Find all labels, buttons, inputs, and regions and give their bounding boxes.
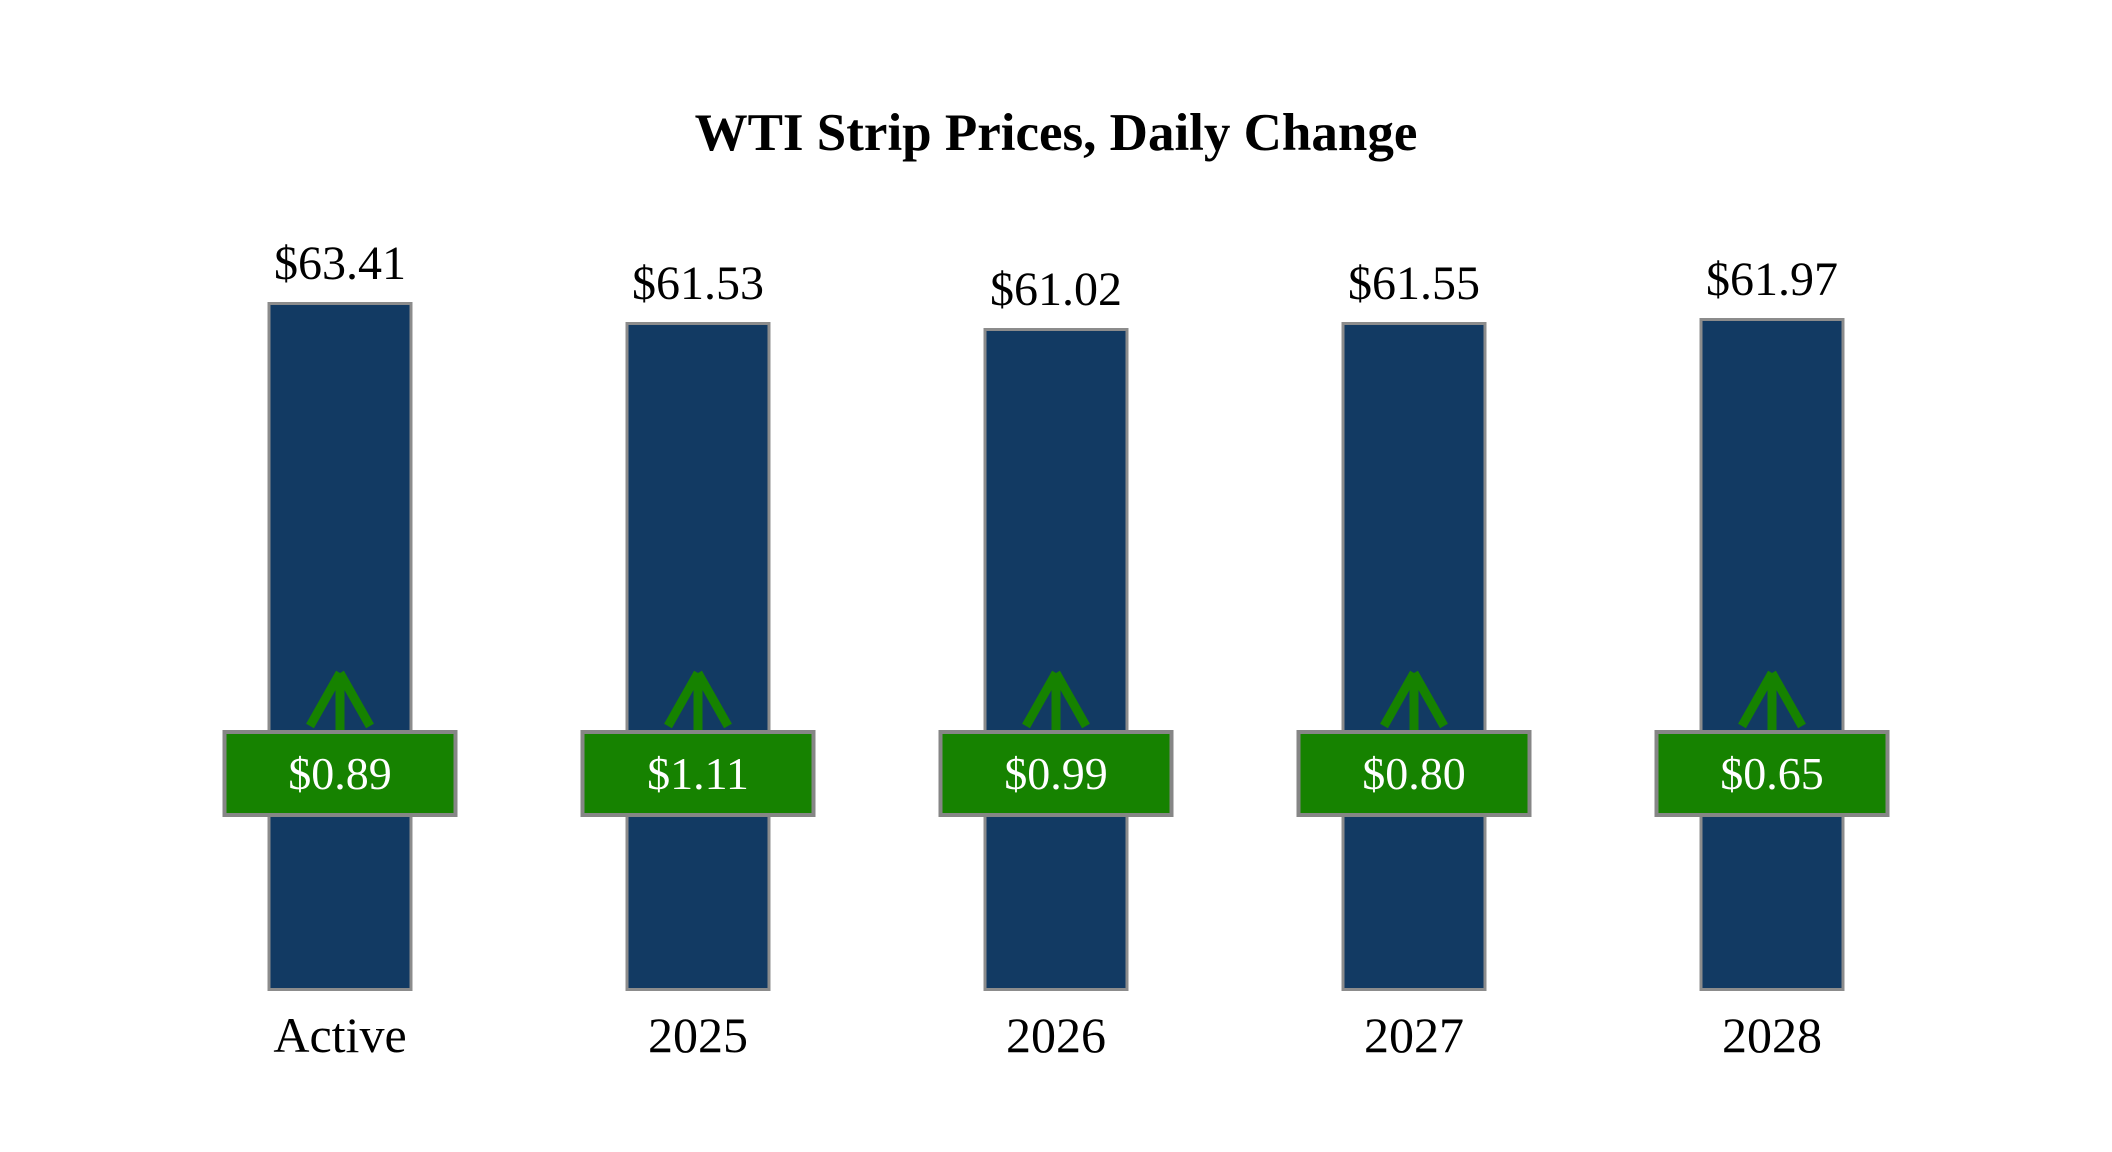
daily-change-value: $0.99 [1004, 748, 1108, 799]
daily-change-badge: $0.99 [938, 730, 1174, 817]
category-label: 2027 [1364, 1007, 1464, 1063]
category-label: 2026 [1006, 1007, 1106, 1063]
price-bar [625, 322, 771, 991]
daily-change-badge: $0.65 [1654, 730, 1890, 817]
bar-column: $61.97 $0.65 2028 [1593, 240, 1951, 1120]
price-bar [1699, 317, 1845, 991]
price-bar [267, 302, 413, 991]
category-label: 2028 [1722, 1007, 1822, 1063]
bar-column: $63.41 $0.89 Active [161, 237, 519, 1120]
daily-change-value: $0.89 [288, 748, 392, 799]
daily-change-badge: $0.80 [1296, 730, 1532, 817]
up-arrow-icon [1736, 668, 1808, 730]
price-bar [1341, 322, 1487, 991]
price-label: $63.41 [274, 237, 406, 290]
price-bar [983, 327, 1129, 991]
category-label: Active [273, 1007, 407, 1063]
daily-change-badge: $1.11 [580, 730, 816, 817]
chart-title: WTI Strip Prices, Daily Change [694, 104, 1418, 162]
bar-column: $61.55 $0.80 2027 [1235, 240, 1593, 1120]
daily-change-value: $0.80 [1362, 748, 1466, 799]
up-arrow-icon [662, 668, 734, 730]
up-arrow-icon [1020, 668, 1092, 730]
price-label: $61.02 [990, 262, 1122, 316]
daily-change-badge: $0.89 [222, 730, 458, 817]
price-label: $61.97 [1706, 252, 1838, 306]
bar-column: $61.53 $1.11 2025 [519, 240, 877, 1120]
price-label: $61.53 [632, 257, 764, 311]
chart-area: $63.41 $0.89 Active $61.53 $1.11 2025 $61.02 $0… [161, 237, 1951, 1120]
daily-change-value: $0.65 [1720, 748, 1824, 799]
up-arrow-icon [304, 668, 376, 730]
category-label: 2025 [648, 1007, 748, 1063]
bar-column: $61.02 $0.99 2026 [877, 240, 1235, 1120]
price-label: $61.55 [1348, 257, 1480, 311]
up-arrow-icon [1378, 668, 1450, 730]
daily-change-value: $1.11 [647, 748, 749, 799]
